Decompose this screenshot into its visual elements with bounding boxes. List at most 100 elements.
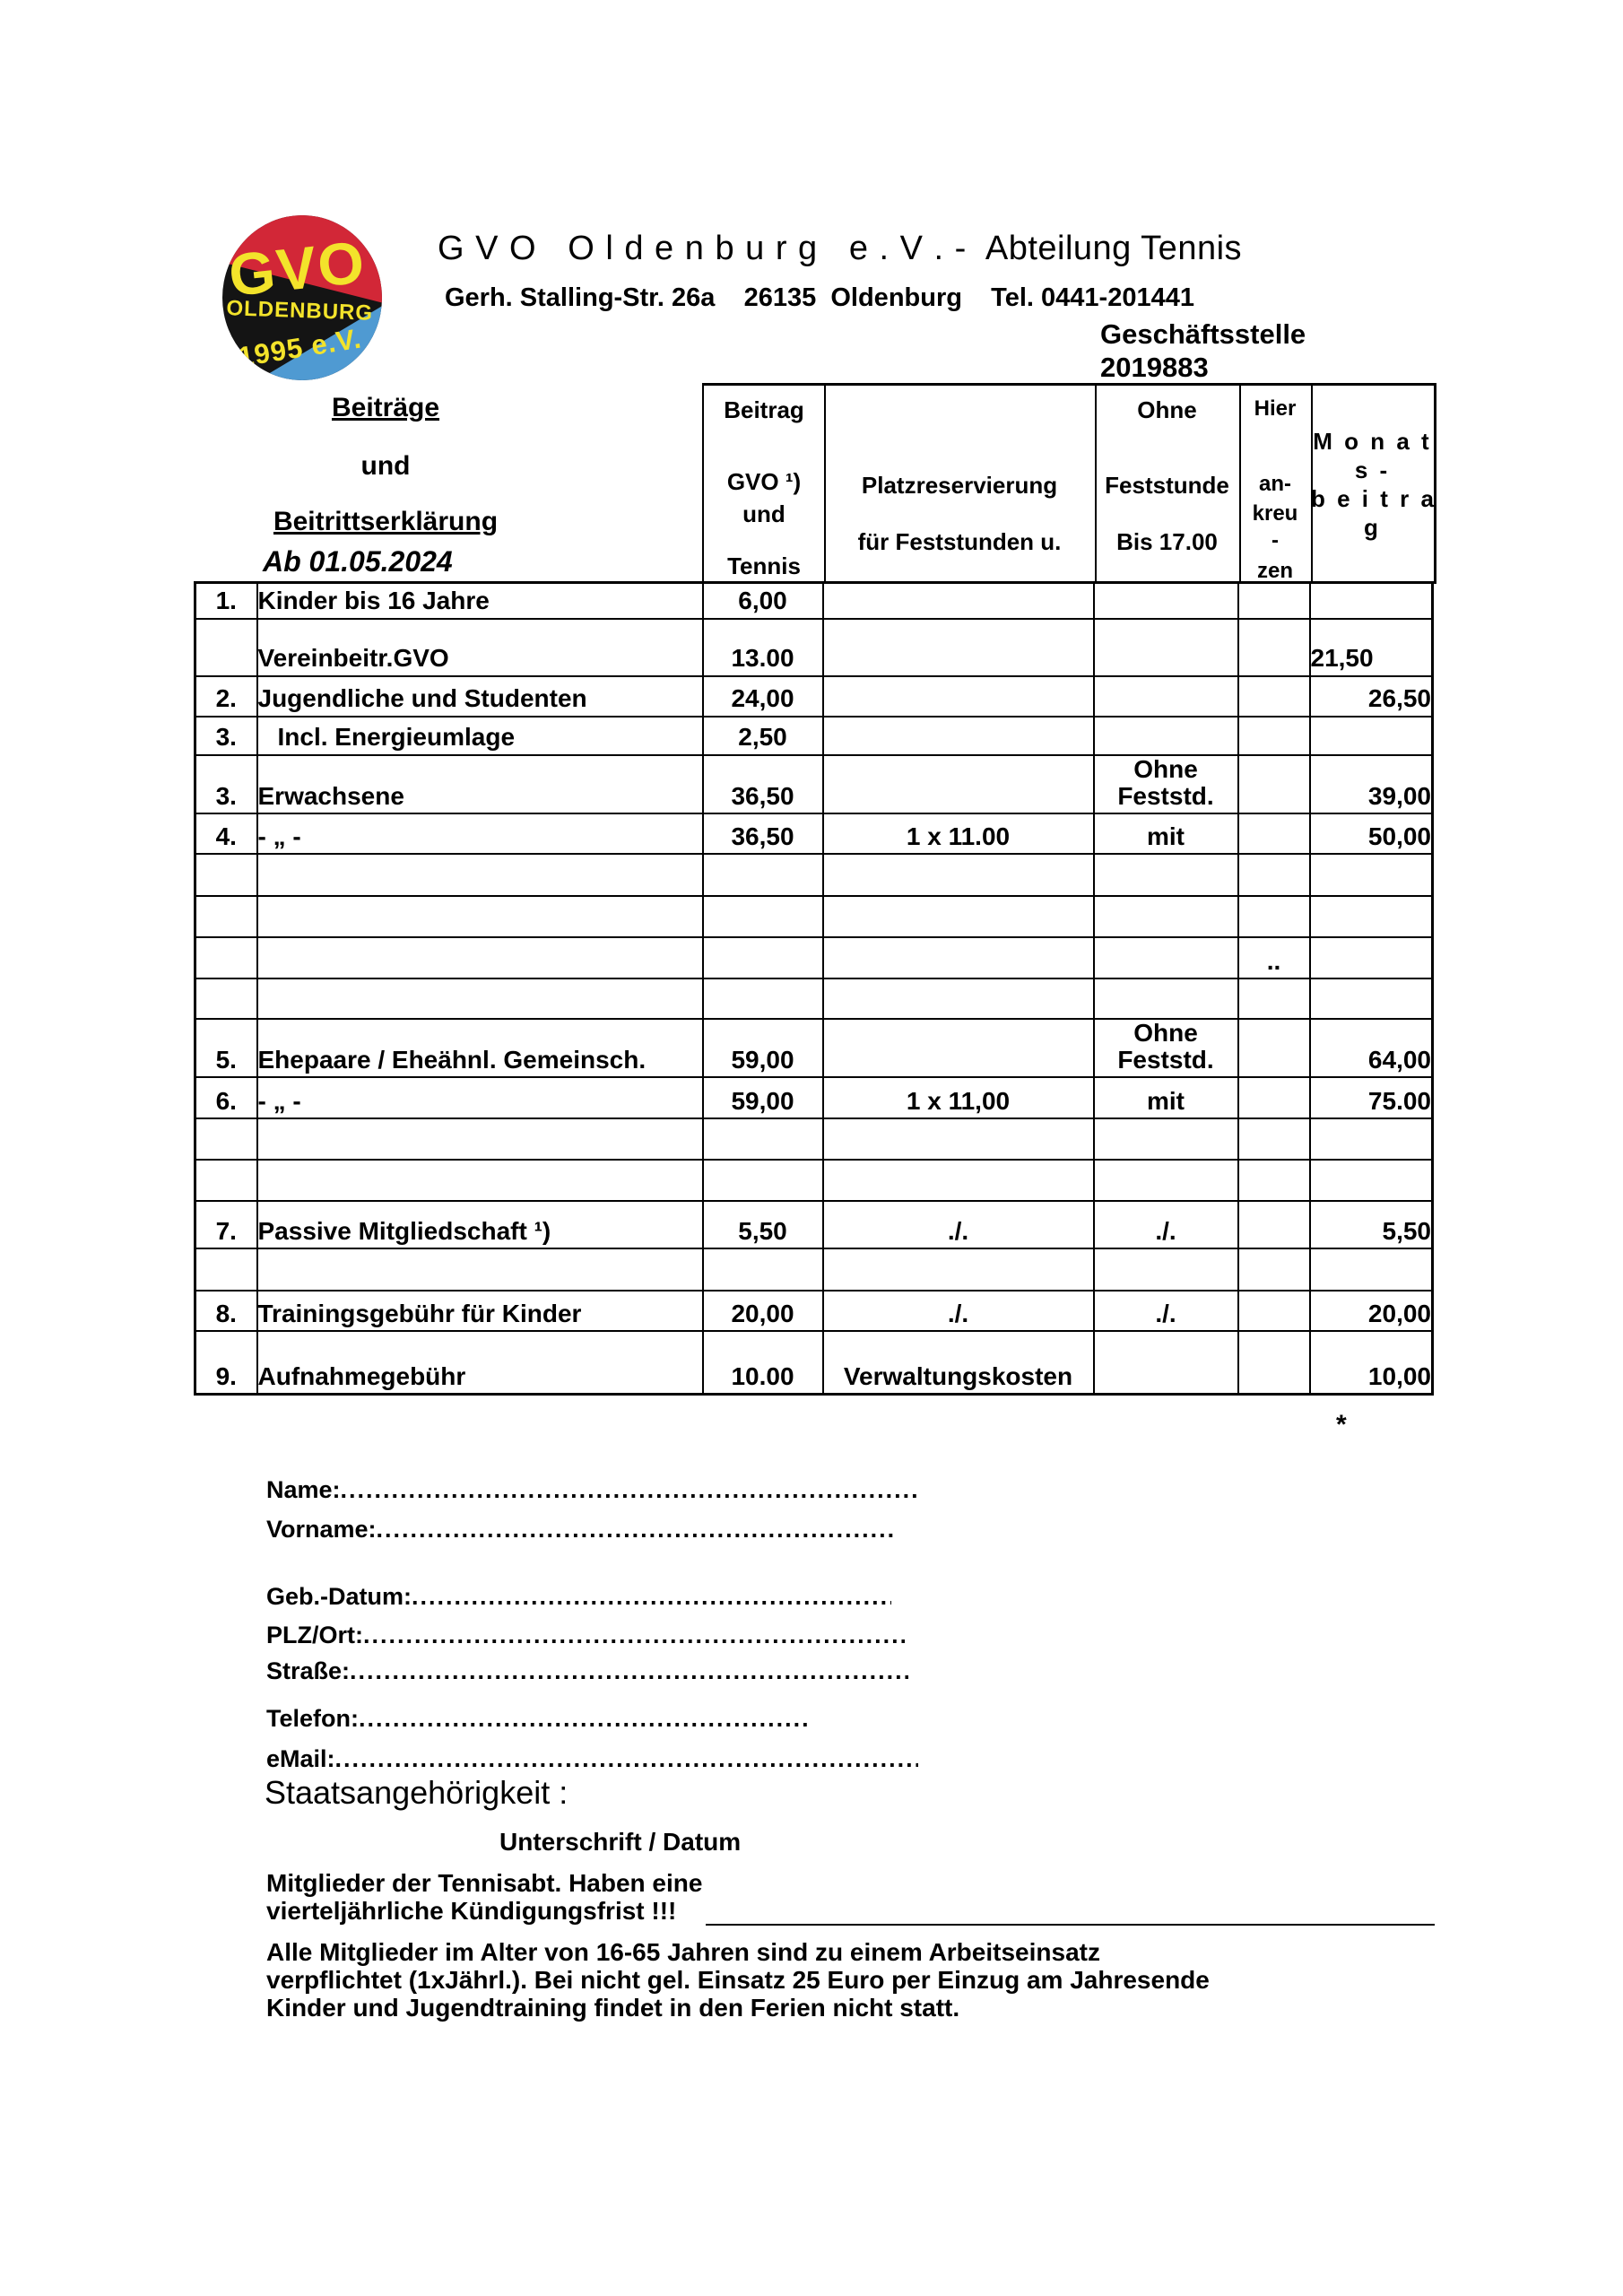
col-header-hier-ankreuzen: an-	[1259, 472, 1291, 496]
intro-und: und	[360, 451, 411, 481]
beitrag-cell: 36,50	[701, 812, 824, 855]
monatsbeitrag-cell	[1308, 935, 1434, 979]
row-number-cell	[194, 852, 258, 897]
header-divider	[1239, 386, 1241, 584]
ankreuzen-cell	[1237, 1200, 1311, 1250]
col-header-ohne-feststunde: Ohne	[1137, 396, 1197, 423]
beitrag-cell	[701, 1159, 824, 1203]
logo-gvo-text: GVO	[226, 228, 369, 309]
dotted-line: ........................................…	[376, 1516, 894, 1543]
table-row: 1. Kinder bis 16 Jahre 6,00	[194, 581, 1434, 620]
beitrag-cell	[701, 935, 824, 979]
ohne-cell	[1092, 674, 1239, 718]
ankreuzen-cell	[1237, 581, 1311, 620]
nationality-label: Staatsangehörigkeit :	[265, 1774, 568, 1811]
col-header-beitrag: und	[742, 500, 785, 527]
ankreuzen-cell	[1237, 812, 1311, 855]
office-block: Geschäftsstelle 2019883	[1100, 317, 1306, 384]
table-row: Vereinbeitr.GVO 13.00 21,50	[194, 617, 1434, 677]
plz-ort-field: PLZ/Ort:................................…	[266, 1622, 905, 1654]
ankreuzen-cell	[1237, 1330, 1311, 1396]
ohne-cell	[1092, 977, 1239, 1020]
platz-cell	[821, 1118, 1095, 1161]
platz-cell: 1 x 11,00	[821, 1076, 1095, 1120]
signature-line	[706, 1924, 1435, 1926]
cancellation-notice-line: Mitglieder der Tennisabt. Haben eine	[266, 1869, 703, 1897]
work-duty-notice-line: Alle Mitglieder im Alter von 16-65 Jahre…	[266, 1938, 1100, 1966]
header-divider	[1095, 386, 1097, 584]
monatsbeitrag-cell	[1308, 1159, 1434, 1203]
table-row: 5. Ehepaare / Eheähnl. Gemeinsch. 59,00 …	[194, 1017, 1434, 1079]
table-row: 2. Jugendliche und Studenten 24,00 26,50	[194, 674, 1434, 718]
platz-cell	[821, 617, 1095, 677]
name-field: Name:...................................…	[266, 1476, 921, 1509]
monatsbeitrag-cell: 5,50	[1308, 1200, 1434, 1250]
beitrag-cell	[701, 1118, 824, 1161]
monatsbeitrag-cell: 50,00	[1308, 812, 1434, 855]
office-number: 2019883	[1100, 352, 1209, 383]
dotted-line: ........................................…	[334, 1745, 918, 1772]
beitrag-cell	[701, 852, 824, 897]
platz-cell: 1 x 11.00	[821, 812, 1095, 855]
platz-cell	[821, 977, 1095, 1020]
col-header-hier-ankreuzen: Hier	[1254, 396, 1297, 421]
platz-cell: ./.	[821, 1290, 1095, 1333]
row-number-cell: 3.	[194, 753, 258, 814]
row-number-cell: 3.	[194, 715, 258, 756]
strasse-field-label: Straße:	[266, 1657, 351, 1684]
geb-datum-field: Geb.-Datum:.............................…	[266, 1583, 891, 1615]
geb-datum-field-label: Geb.-Datum:	[266, 1583, 412, 1610]
row-number-cell	[194, 1118, 258, 1161]
club-logo: GVO OLDENBURG 1995 e.V.	[221, 213, 384, 382]
monatsbeitrag-cell: 20,00	[1308, 1290, 1434, 1333]
col-header-platzreservierung: Platzreservierung	[861, 472, 1058, 499]
club-logo-badge-icon: GVO OLDENBURG 1995 e.V.	[222, 215, 382, 380]
platz-cell	[821, 753, 1095, 814]
row-number-cell: 8.	[194, 1290, 258, 1333]
ohne-cell: ./.	[1092, 1200, 1239, 1250]
intro-beitraege: Beiträge	[331, 393, 440, 422]
email-field: eMail:..................................…	[266, 1745, 918, 1778]
intro-valid-from-date: Ab 01.05.2024	[263, 545, 453, 578]
ohne-cell	[1092, 715, 1239, 756]
intro-beitrittserklaerung: Beitrittserklärung	[273, 507, 499, 536]
ohne-cell	[1092, 852, 1239, 897]
fee-table: 1. Kinder bis 16 Jahre 6,00 Vereinbeitr.…	[194, 581, 1434, 1396]
fee-table-header: Beitrag GVO ¹) und Tennis Platzreservier…	[702, 383, 1436, 584]
row-number-cell: 6.	[194, 1076, 258, 1120]
category-cell: Aufnahmegebühr	[256, 1330, 704, 1396]
category-cell: Ehepaare / Eheähnl. Gemeinsch.	[256, 1017, 704, 1079]
beitrag-cell: 13.00	[701, 617, 824, 677]
platz-cell: ./.	[821, 1200, 1095, 1250]
strasse-field: Straße:.................................…	[266, 1657, 908, 1690]
ohne-cell: Ohne Feststd.	[1092, 753, 1239, 814]
table-row	[194, 894, 1434, 938]
table-row	[194, 852, 1434, 897]
ankreuzen-cell	[1237, 715, 1311, 756]
col-header-beitrag: Tennis	[727, 552, 801, 579]
category-cell: Kinder bis 16 Jahre	[256, 581, 704, 620]
category-cell: Trainingsgebühr für Kinder	[256, 1290, 704, 1333]
page-title-department: Abteilung Tennis	[976, 230, 1243, 267]
col-header-ohne-feststunde: Feststunde	[1105, 472, 1229, 499]
beitrag-cell: 6,00	[701, 581, 824, 620]
beitrag-cell: 10.00	[701, 1330, 824, 1396]
col-header-beitrag: GVO ¹)	[726, 468, 802, 495]
table-row: 9. Aufnahmegebühr 10.00 Verwaltungskoste…	[194, 1330, 1434, 1396]
beitrag-cell	[701, 894, 824, 938]
dotted-line: ........................................…	[412, 1583, 891, 1610]
work-duty-notice: Alle Mitglieder im Alter von 16-65 Jahre…	[266, 1938, 1210, 2022]
category-cell: Jugendliche und Studenten	[256, 674, 704, 718]
ohne-cell	[1092, 1330, 1239, 1396]
platz-cell	[821, 715, 1095, 756]
category-cell	[256, 935, 704, 979]
beitrag-cell: 36,50	[701, 753, 824, 814]
page-title-club: G V O O l d e n b u r g e . V . -	[438, 230, 977, 267]
beitrag-cell	[701, 977, 824, 1020]
category-cell	[256, 1248, 704, 1292]
dotted-line: ........................................…	[340, 1476, 921, 1503]
ohne-cell	[1092, 1248, 1239, 1292]
ankreuzen-cell	[1237, 617, 1311, 677]
beitrag-cell: 2,50	[701, 715, 824, 756]
category-cell	[256, 1159, 704, 1203]
